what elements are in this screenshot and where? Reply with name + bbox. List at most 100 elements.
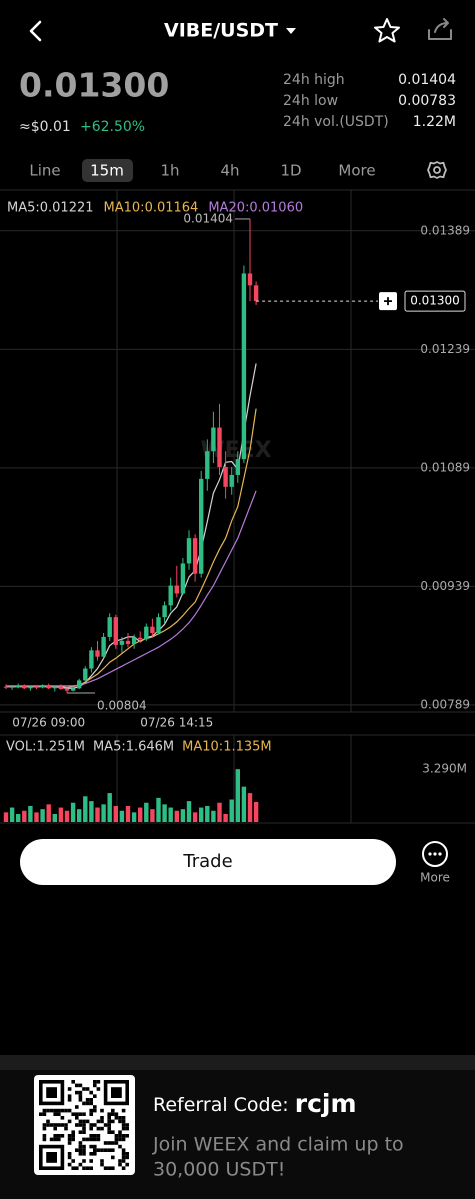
qr-cell <box>82 1152 86 1156</box>
qr-cell <box>111 1112 115 1116</box>
settings-button[interactable] <box>427 161 447 179</box>
qr-cell <box>49 1108 54 1113</box>
volume-bar <box>156 797 161 822</box>
qr-cell <box>85 1101 90 1106</box>
qr-cell <box>103 1141 108 1145</box>
qr-cell <box>60 1123 65 1127</box>
candle-body <box>211 427 216 452</box>
more-dot <box>433 852 437 856</box>
qr-cell <box>78 1148 83 1152</box>
qr-cell <box>46 1119 50 1124</box>
qr-cell <box>107 1126 111 1131</box>
volume-bar <box>253 801 259 822</box>
qr-cell <box>67 1094 72 1098</box>
qr-cell <box>111 1155 115 1160</box>
qr-cell <box>114 1134 119 1138</box>
qr-cell <box>89 1108 93 1113</box>
qr-cell <box>107 1141 111 1145</box>
qr-cell <box>39 1112 43 1116</box>
interval-tab[interactable]: 15m <box>90 162 124 180</box>
annotation-label: 0.01404 <box>183 211 233 225</box>
trade-button[interactable] <box>20 839 396 885</box>
interval-tab[interactable]: 1h <box>160 162 179 180</box>
candle-body <box>22 685 27 689</box>
qr-cell <box>107 1119 111 1124</box>
qr-cell <box>111 1166 115 1170</box>
qr-cell <box>125 1155 129 1160</box>
candle-body <box>58 686 64 690</box>
candle-body <box>16 685 21 687</box>
qr-cell <box>78 1094 83 1098</box>
candle-body <box>125 640 131 645</box>
candle-body <box>150 626 155 633</box>
interval-tab[interactable]: 4h <box>220 162 239 180</box>
qr-cell <box>103 1166 108 1170</box>
trade-button-label[interactable]: Trade <box>182 851 232 872</box>
candle-body <box>192 538 198 574</box>
qr-cell <box>89 1098 93 1102</box>
qr-cell <box>96 1087 101 1091</box>
qr-cell <box>64 1123 68 1127</box>
pair-dropdown-icon[interactable] <box>286 28 296 34</box>
qr-cell <box>82 1166 86 1170</box>
stat-label: 24h high <box>283 72 345 88</box>
interval-tab[interactable]: 1D <box>280 162 301 180</box>
candle-body <box>217 427 222 468</box>
qr-cell <box>42 1126 47 1131</box>
ma-legend: MA10:0.01164 <box>104 201 199 216</box>
qr-cell <box>75 1116 79 1120</box>
qr-cell <box>64 1126 68 1131</box>
qr-cell <box>85 1098 90 1102</box>
chart-frame <box>0 189 475 824</box>
candle-body <box>162 605 167 618</box>
volume-bar <box>34 812 39 822</box>
pair-title[interactable]: VIBE/USDT <box>164 20 278 42</box>
volume-bar <box>16 813 21 822</box>
qr-cell <box>60 1108 65 1113</box>
candle-body <box>138 637 143 640</box>
qr-cell <box>107 1112 111 1116</box>
qr-cell <box>67 1141 72 1145</box>
more-icon[interactable] <box>422 841 448 867</box>
interval-tab[interactable]: Line <box>29 162 60 180</box>
volume-bar <box>131 812 137 822</box>
qr-cell <box>118 1116 122 1120</box>
interval-tab[interactable]: More <box>338 162 375 180</box>
qr-cell <box>107 1116 111 1120</box>
plus-icon <box>384 297 392 306</box>
qr-cell <box>71 1134 75 1138</box>
qr-cell <box>103 1123 108 1127</box>
price-chart: 0.01389 0.01239 0.01089 0.00939 0.00789 07/26… <box>0 201 475 730</box>
qr-cell <box>82 1112 86 1116</box>
qr-cell <box>100 1162 104 1167</box>
qr-cell <box>111 1130 115 1134</box>
qr-cell <box>82 1123 86 1127</box>
candle-body <box>174 585 179 594</box>
qr-cell <box>89 1123 93 1127</box>
qr-cell <box>114 1116 119 1120</box>
qr-cell <box>67 1137 72 1142</box>
qr-cell <box>57 1112 61 1116</box>
qr-cell <box>121 1155 126 1160</box>
more-label[interactable]: More <box>420 871 450 885</box>
candle-body <box>186 538 192 564</box>
qr-cell <box>75 1148 79 1152</box>
back-button[interactable] <box>29 20 42 42</box>
qr-cell <box>121 1134 126 1138</box>
referral-line: 30,000 USDT! <box>153 1159 285 1181</box>
qr-cell <box>118 1159 122 1163</box>
volume-bar <box>77 809 82 822</box>
stat-value: 0.01404 <box>398 72 456 88</box>
volume-legend: MA10:1.135M <box>182 740 271 755</box>
candle-body <box>40 685 45 688</box>
qr-cell <box>125 1134 129 1138</box>
candle-body <box>235 459 240 475</box>
referral-code: rcjm <box>295 1089 357 1118</box>
qr-cell <box>93 1152 97 1156</box>
volume-bar <box>247 793 253 822</box>
favorite-button[interactable] <box>374 18 400 43</box>
qr-cell <box>75 1123 79 1127</box>
share-button[interactable] <box>428 18 452 40</box>
volume-bar <box>144 802 149 822</box>
